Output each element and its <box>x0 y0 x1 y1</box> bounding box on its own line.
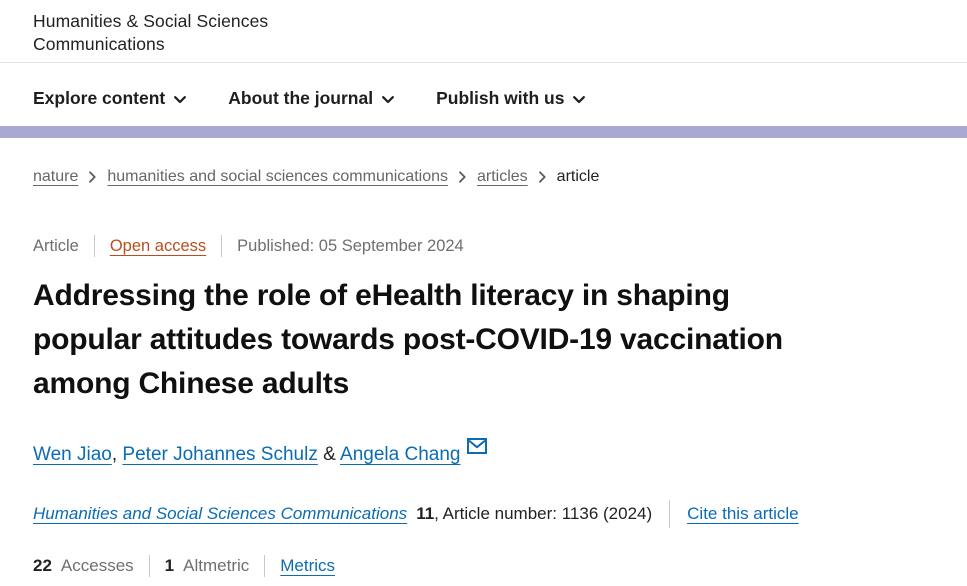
nav-about-the-journal[interactable]: About the journal <box>228 88 395 109</box>
chevron-right-icon <box>89 171 96 183</box>
metrics-link[interactable]: Metrics <box>280 556 336 575</box>
published-date: Published: 05 September 2024 <box>237 236 464 255</box>
nav-explore-content-label: Explore content <box>33 88 166 108</box>
chevron-right-icon <box>538 171 546 183</box>
journal-logo[interactable]: Humanities & Social Sciences Communicati… <box>33 10 268 56</box>
journal-link[interactable]: Humanities and Social Sciences Communica… <box>33 504 408 523</box>
divider <box>148 555 150 577</box>
breadcrumb-link-nature[interactable]: nature <box>33 168 79 185</box>
cite-this-article-link[interactable]: Cite this article <box>687 504 799 523</box>
divider <box>669 500 671 528</box>
accesses-label: Accesses <box>60 556 134 575</box>
author-ampersand: & <box>323 444 336 465</box>
breadcrumb-current-article: article <box>556 168 600 185</box>
author-list: Wen Jiao, Peter Johannes Schulz & Angela… <box>33 438 934 466</box>
divider <box>221 235 223 257</box>
email-icon[interactable] <box>467 438 488 454</box>
article-title-line3: among Chinese adults <box>33 367 350 400</box>
author-link-angela-chang[interactable]: Angela Chang <box>340 444 461 465</box>
altmetric-count: 1 <box>164 556 175 575</box>
chevron-down-icon <box>174 95 187 103</box>
article-number-text: , Article number: 1136 (2024) <box>434 504 653 523</box>
article-title-line1: Addressing the role of eHealth literacy … <box>33 279 730 312</box>
open-access-link[interactable]: Open access <box>109 236 207 255</box>
nav-about-the-journal-label: About the journal <box>228 88 374 108</box>
journal-volume: 11 <box>416 504 435 523</box>
breadcrumb-link-journal[interactable]: humanities and social sciences communica… <box>107 168 448 185</box>
author-link-peter-johannes-schulz[interactable]: Peter Johannes Schulz <box>122 444 318 465</box>
chevron-down-icon <box>573 95 586 103</box>
main-nav: Explore content About the journal Publis… <box>0 63 967 126</box>
brand-bar <box>0 126 967 138</box>
journal-logo-line2: Communications <box>33 34 165 54</box>
nav-publish-with-us-label: Publish with us <box>436 88 565 108</box>
article-header: Article Open access Published: 05 Septem… <box>0 235 967 577</box>
chevron-right-icon <box>459 171 466 183</box>
breadcrumb: nature humanities and social sciences co… <box>33 168 934 186</box>
article-title: Addressing the role of eHealth literacy … <box>33 274 934 406</box>
site-header: Humanities & Social Sciences Communicati… <box>0 0 967 63</box>
nav-publish-with-us[interactable]: Publish with us <box>436 88 586 109</box>
breadcrumb-link-articles[interactable]: articles <box>476 168 528 185</box>
divider <box>264 555 266 577</box>
nav-explore-content[interactable]: Explore content <box>33 88 187 109</box>
chevron-down-icon <box>382 95 395 103</box>
citation-row: Humanities and Social Sciences Communica… <box>33 500 934 528</box>
author-separator: , <box>111 444 118 465</box>
journal-logo-line1: Humanities & Social Sciences <box>33 11 269 31</box>
divider <box>93 235 95 257</box>
altmetric-label: Altmetric <box>183 556 250 575</box>
article-meta-row: Article Open access Published: 05 Septem… <box>33 235 934 257</box>
metrics-row: 22 Accesses 1 Altmetric Metrics <box>33 555 934 577</box>
article-type-label: Article <box>33 236 79 255</box>
article-title-line2: popular attitudes towards post-COVID-19 … <box>33 323 783 356</box>
author-link-wen-jiao[interactable]: Wen Jiao <box>33 444 112 465</box>
accesses-count: 22 <box>33 556 52 575</box>
